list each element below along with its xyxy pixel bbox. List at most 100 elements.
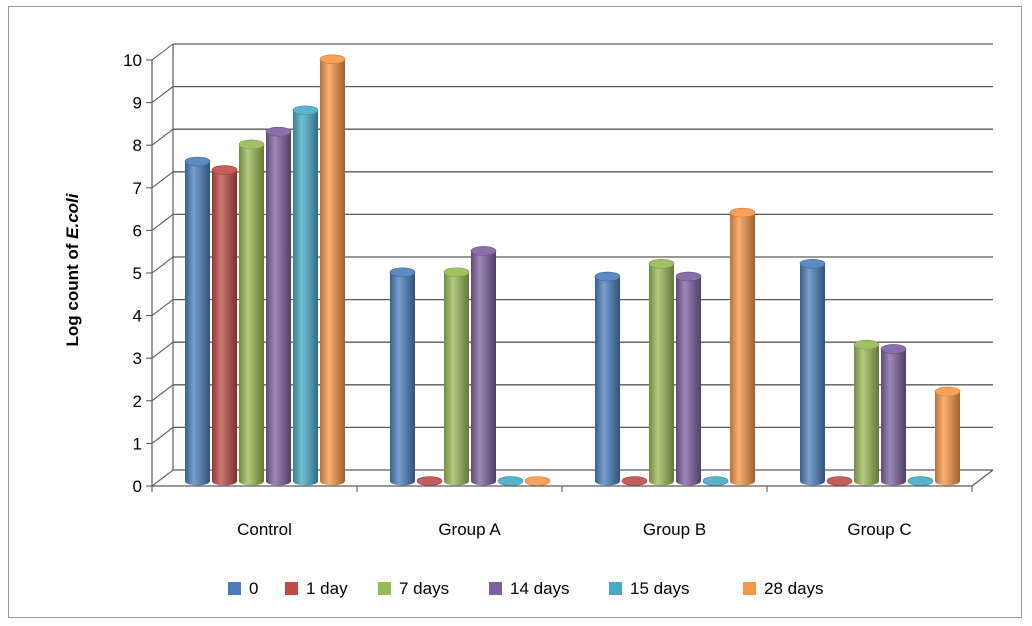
bar-body: [444, 272, 469, 486]
bar-body: [676, 276, 701, 486]
gridline-side: [151, 86, 174, 104]
legend-item: 28 days: [743, 579, 824, 598]
gridline-side: [151, 299, 174, 317]
y-tick-label: 6: [133, 221, 142, 240]
legend-swatch: [378, 582, 391, 595]
bar-top: [416, 476, 443, 486]
bar: [443, 267, 470, 486]
y-tick-label: 0: [133, 477, 142, 496]
bar-top: [211, 165, 238, 175]
bar-body: [854, 344, 879, 486]
legend-item: 1 day: [285, 579, 348, 598]
bar: [265, 126, 292, 486]
bar: [211, 165, 238, 486]
bar-top: [470, 246, 497, 256]
bar-top: [621, 476, 648, 486]
gridline-side: [151, 43, 174, 61]
bar-top: [389, 267, 416, 278]
legend: 0 1 day 7 days 14 days 15 days 28 days: [228, 579, 824, 598]
bar-body: [185, 161, 210, 486]
bar: [238, 139, 265, 486]
bar-top: [594, 271, 621, 282]
legend-item: 15 days: [609, 579, 690, 598]
y-tick-label: 5: [133, 264, 142, 283]
legend-swatch: [609, 582, 622, 595]
y-tick-label: 1: [133, 434, 142, 453]
y-tick-label: 8: [133, 136, 142, 155]
bar-top: [729, 207, 756, 218]
y-tick-label: 4: [133, 307, 142, 326]
legend-swatch: [489, 582, 502, 595]
bar-body: [730, 212, 755, 486]
bar: [470, 246, 497, 486]
y-tick-label: 7: [133, 179, 142, 198]
bars: [184, 54, 961, 486]
gridline-side: [151, 213, 174, 231]
legend-label: 7 days: [399, 579, 449, 598]
bar-body: [471, 250, 496, 486]
x-tick-label: Group A: [438, 520, 501, 539]
legend-swatch: [743, 582, 756, 595]
legend-swatch: [285, 582, 298, 595]
bar-top: [675, 271, 702, 282]
bar-top: [648, 258, 675, 269]
bar-top: [497, 476, 524, 486]
bar-body: [266, 131, 291, 486]
axis-labels: 0 1 2 3 4 5 6 7 8 9 10 Control Group A Group B Group C: [123, 51, 912, 539]
bar-top: [799, 258, 826, 269]
bar-body: [935, 391, 960, 486]
bar: [184, 156, 211, 486]
bar: [497, 476, 524, 486]
axes: [146, 44, 994, 492]
bar-top: [853, 339, 880, 350]
bar: [799, 258, 826, 486]
legend-item: 14 days: [489, 579, 570, 598]
bar-body: [320, 59, 345, 486]
bar-top: [238, 139, 265, 150]
bar: [729, 207, 756, 486]
chart-frame: [8, 6, 1022, 618]
bar-body: [390, 272, 415, 486]
bar: [675, 271, 702, 486]
bar-body: [800, 263, 825, 486]
gridline-side: [151, 256, 174, 274]
gridline-side: [151, 469, 174, 487]
x-tick-label: Group C: [847, 520, 911, 539]
gridline-side: [151, 426, 174, 444]
legend-item: 0: [228, 579, 258, 598]
legend-label: 14 days: [510, 579, 570, 598]
bar: [826, 476, 853, 486]
y-tick-label: 3: [133, 349, 142, 368]
bar-top: [265, 126, 292, 137]
y-tick-label: 9: [133, 94, 142, 113]
bar-body: [595, 276, 620, 486]
bar: [292, 105, 319, 486]
bar: [416, 476, 443, 486]
legend-label: 0: [249, 579, 258, 598]
legend-label: 28 days: [764, 579, 824, 598]
legend-label: 1 day: [306, 579, 348, 598]
bar-body: [212, 170, 237, 486]
x-tick-label: Group B: [643, 520, 706, 539]
bar-top: [443, 267, 470, 278]
bar-top: [184, 156, 211, 167]
bar-body: [238, 144, 264, 486]
bar: [524, 476, 551, 486]
legend-label: 15 days: [630, 579, 690, 598]
y-tick-label: 2: [133, 392, 142, 411]
gridline-side: [151, 128, 174, 146]
bar: [648, 258, 675, 486]
bar-top: [702, 476, 729, 486]
bar: [594, 271, 621, 486]
bar: [702, 476, 729, 486]
x-tick-label: Control: [237, 520, 292, 539]
bar-top: [880, 344, 907, 354]
bar-top: [826, 476, 853, 486]
y-axis-title-text: Log count of: [63, 239, 82, 347]
gridline-side: [151, 171, 174, 189]
bar: [934, 386, 961, 486]
bar: [389, 267, 416, 486]
y-tick-label: 10: [123, 51, 142, 70]
legend-item: 7 days: [378, 579, 449, 598]
